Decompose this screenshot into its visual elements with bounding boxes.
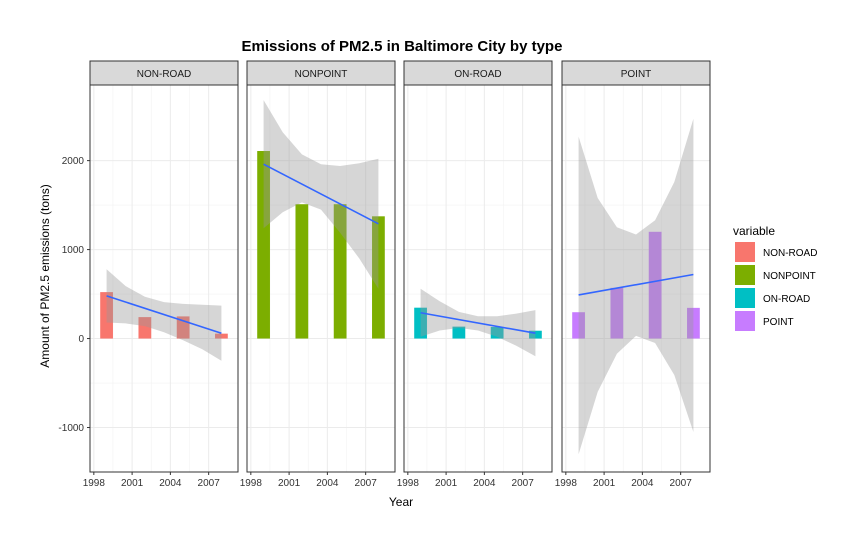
x-tick-label: 2004 <box>631 478 654 489</box>
strip-on-road <box>403 60 553 86</box>
legend-title: variable <box>733 224 775 238</box>
y-tick-label: -1000 <box>58 423 84 434</box>
bar-non-road-2008 <box>215 333 228 339</box>
panel-background <box>247 85 395 472</box>
panel-background <box>90 85 238 472</box>
panel-background <box>562 85 710 472</box>
legend-label-nonpoint: NONPOINT <box>763 271 816 282</box>
x-tick-label: 2004 <box>316 478 339 489</box>
strip-label-point: POINT <box>621 69 652 80</box>
legend-items: NON-ROAD NONPOINT ON-ROAD POINT <box>735 242 817 331</box>
panel-nonpoint: NONPOINT 1998 2001 2004 2007 <box>240 60 396 489</box>
strip-point <box>561 60 711 86</box>
bar-point-1999 <box>572 312 585 339</box>
x-axis-title: Year <box>389 495 413 509</box>
bar-on-road-2002 <box>452 326 466 339</box>
legend-swatch-non-road <box>735 242 755 262</box>
x-tick-label: 2001 <box>278 478 301 489</box>
x-tick-label: 2007 <box>512 478 535 489</box>
bar-nonpoint-2002 <box>295 204 309 339</box>
strip-label-non-road: NON-ROAD <box>137 69 191 80</box>
legend-swatch-nonpoint <box>735 265 755 285</box>
bar-on-road-2008 <box>529 330 542 339</box>
x-tick-label: 2001 <box>593 478 616 489</box>
legend-label-on-road: ON-ROAD <box>763 294 810 305</box>
x-tick-label: 2007 <box>355 478 378 489</box>
legend: variable NON-ROAD NONPOINT ON-ROAD POINT <box>733 224 817 331</box>
panel-background <box>404 85 552 472</box>
x-tick-label: 1998 <box>83 478 106 489</box>
strip-label-nonpoint: NONPOINT <box>295 69 348 80</box>
bar-point-2005 <box>648 231 662 339</box>
legend-item-on-road: ON-ROAD <box>735 288 810 308</box>
panel-border <box>403 84 553 473</box>
bar-nonpoint-1999 <box>257 151 270 339</box>
bar-non-road-2002 <box>138 317 152 339</box>
bar-point-2002 <box>610 287 624 339</box>
trend-line-nonpoint <box>263 163 379 225</box>
x-tick-label: 2007 <box>198 478 221 489</box>
strip-non-road <box>89 60 239 86</box>
trend-line-point <box>578 273 694 296</box>
panel-point: POINT 1998 2001 2004 2007 <box>555 60 711 489</box>
panel-on-road: ON-ROAD 1998 2001 2004 2007 <box>397 60 553 489</box>
y-tick-label: 1000 <box>62 245 85 256</box>
legend-item-non-road: NON-ROAD <box>735 242 817 262</box>
x-tick-label: 2001 <box>435 478 458 489</box>
confidence-band-point <box>578 118 694 455</box>
x-tick-label: 2004 <box>159 478 182 489</box>
bar-nonpoint-2005 <box>333 204 347 339</box>
legend-item-nonpoint: NONPOINT <box>735 265 816 285</box>
x-tick-label: 2001 <box>121 478 144 489</box>
bar-on-road-1999 <box>414 307 427 339</box>
trend-line-non-road <box>106 295 222 334</box>
trend-line-on-road <box>420 311 536 335</box>
bar-point-2008 <box>687 307 700 339</box>
legend-item-point: POINT <box>735 311 794 331</box>
legend-swatch-on-road <box>735 288 755 308</box>
panel-border <box>89 84 239 473</box>
y-tick-label: 2000 <box>62 156 85 167</box>
panel-border <box>246 84 396 473</box>
x-tick-label: 2007 <box>670 478 693 489</box>
chart-title: Emissions of PM2.5 in Baltimore City by … <box>242 38 563 55</box>
panel-border <box>561 84 711 473</box>
bar-non-road-1999 <box>100 292 113 339</box>
legend-label-non-road: NON-ROAD <box>763 248 817 259</box>
panel-non-road: NON-ROAD 1998 2001 2004 2007 -1000 0 1000 2000 <box>58 60 239 489</box>
legend-label-point: POINT <box>763 317 794 328</box>
x-tick-label: 2004 <box>473 478 496 489</box>
strip-label-on-road: ON-ROAD <box>454 69 501 80</box>
x-tick-label: 1998 <box>240 478 263 489</box>
strip-nonpoint <box>246 60 396 86</box>
x-tick-label: 1998 <box>397 478 420 489</box>
x-tick-label: 1998 <box>555 478 578 489</box>
y-tick-label: 0 <box>78 334 84 345</box>
bar-on-road-2005 <box>490 326 504 339</box>
legend-swatch-point <box>735 311 755 331</box>
bar-nonpoint-2008 <box>372 216 385 339</box>
y-axis-title: Amount of PM2.5 emissions (tons) <box>38 184 52 367</box>
